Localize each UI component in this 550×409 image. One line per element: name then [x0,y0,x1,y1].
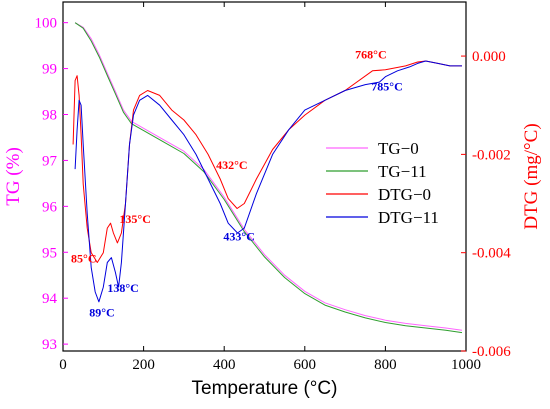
series-layer [72,22,463,334]
y-right-tick-label: -0.004 [472,246,511,262]
y-left-tick-label: 97 [42,153,58,169]
legend: TG−0 TG−11 DTG−0 DTG−11 [326,139,439,227]
y-left-tick-label: 99 [42,62,57,78]
y-left-axis-label: TG (%) [3,147,24,206]
annotation-label: 785°C [371,79,402,93]
x-tick-label: 200 [132,357,155,373]
y-left-tick-label: 95 [42,245,57,261]
y-right-tick-label: -0.002 [472,147,511,163]
x-tick-label: 800 [374,357,397,373]
x-tick-label: 1000 [451,357,481,373]
y-left-tick-label: 94 [42,291,58,307]
series-line-tg-11 [74,22,463,334]
annotation-label: 138°C [107,281,138,295]
annotation-label: 89°C [89,306,114,320]
y-left-tick-label: 93 [42,337,57,353]
x-tick-label: 600 [294,357,317,373]
y-right-axis-label: DTG (mg/°C) [521,123,542,229]
annotation-label: 433°C [223,229,254,243]
axes-layer: 0 200 400 600 800 1000 93 94 95 96 97 98 99 100 0.000 -… [35,2,511,373]
y-right-tick-label: 0.000 [472,49,506,65]
annotation-label: 432°C [216,158,247,172]
annotation-label: 768°C [355,48,386,62]
annotation-label: 135°C [119,212,150,226]
legend-label: DTG−11 [378,208,439,227]
plot-frame [62,1,467,352]
annotations-layer: 85°C 89°C 135°C 138°C 432°C 433°C 768°C 785°C [71,48,403,320]
legend-label: DTG−0 [378,185,431,204]
legend-label: TG−11 [378,162,427,181]
y-right-tick-label: -0.006 [472,344,511,360]
y-left-tick-label: 100 [35,16,58,32]
x-tick-label: 400 [213,357,236,373]
y-left-tick-label: 98 [42,108,57,124]
series-line-dtg-0 [72,60,462,263]
series-line-tg-0 [74,22,463,331]
legend-label: TG−0 [378,139,419,158]
series-line-dtg-11 [74,60,462,303]
annotation-label: 85°C [71,252,96,266]
x-axis-label: Temperature (°C) [192,378,338,399]
y-left-tick-label: 96 [42,199,58,215]
x-tick-label: 0 [59,357,67,373]
